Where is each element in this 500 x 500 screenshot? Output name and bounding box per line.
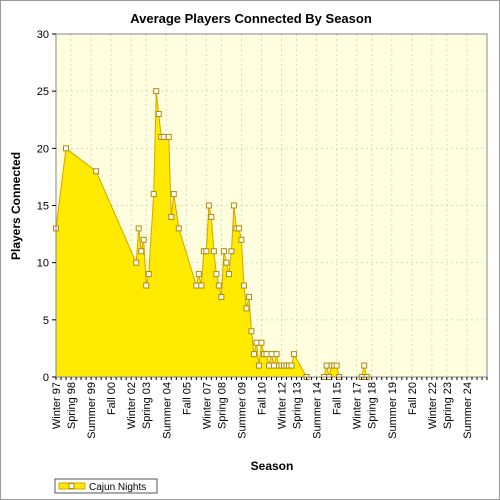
y-tick-label: 20 — [37, 143, 49, 155]
data-point — [225, 271, 232, 278]
data-point — [138, 248, 145, 255]
x-tick-label: Fall 05 — [181, 382, 193, 415]
data-point — [210, 248, 217, 255]
data-point — [271, 362, 278, 369]
legend-swatch — [58, 482, 86, 490]
y-tick-label: 10 — [37, 258, 49, 270]
data-point — [273, 351, 280, 358]
x-axis-title: Season — [251, 459, 294, 473]
data-point — [228, 248, 235, 255]
data-point — [253, 339, 260, 346]
x-tick-label: Spring 08 — [216, 382, 228, 429]
data-point — [250, 351, 257, 358]
data-point — [361, 362, 368, 369]
y-tick-label: 15 — [37, 201, 49, 213]
series-area — [56, 91, 367, 378]
data-point — [238, 236, 245, 243]
legend-label: Cajun Nights — [89, 482, 146, 493]
data-point — [93, 168, 100, 175]
x-tick-label: Winter 22 — [427, 382, 439, 429]
data-point — [333, 362, 340, 369]
data-point — [218, 293, 225, 300]
data-point — [245, 293, 252, 300]
x-tick-label: Winter 17 — [352, 382, 364, 429]
data-point — [133, 259, 140, 266]
x-tick-label: Winter 97 — [51, 382, 63, 429]
x-tick-label: Winter 02 — [126, 382, 138, 429]
y-tick-label: 5 — [43, 315, 49, 327]
data-point — [135, 225, 142, 232]
data-point — [198, 282, 205, 289]
data-point — [175, 225, 182, 232]
data-point — [243, 305, 250, 312]
x-tick-label: Spring 18 — [367, 382, 379, 429]
data-point — [265, 362, 272, 369]
x-tick-label: Spring 98 — [66, 382, 78, 429]
data-point — [268, 351, 275, 358]
data-point — [203, 248, 210, 255]
x-tick-label: Spring 03 — [141, 382, 153, 429]
data-point — [195, 271, 202, 278]
x-tick-label: Summer 09 — [236, 382, 248, 439]
data-point — [230, 202, 237, 209]
legend: Cajun Nights — [54, 478, 158, 494]
data-point — [165, 133, 172, 140]
data-point — [205, 202, 212, 209]
legend-swatch-marker — [68, 483, 75, 489]
x-tick-label: Summer 19 — [387, 382, 399, 439]
data-point — [208, 213, 215, 220]
data-point — [63, 145, 70, 152]
x-tick-label: Winter 07 — [201, 382, 213, 429]
y-axis-title: Players Connected — [9, 152, 23, 260]
x-tick-label: Summer 04 — [161, 382, 173, 439]
data-point — [215, 282, 222, 289]
data-point — [263, 351, 270, 358]
y-tick-label: 25 — [37, 86, 49, 98]
x-tick-label: Winter 12 — [277, 382, 289, 429]
data-point — [150, 191, 157, 198]
data-point — [323, 362, 330, 369]
x-tick-label: Fall 00 — [106, 382, 118, 415]
x-tick-label: Fall 15 — [332, 382, 344, 415]
x-tick-label: Fall 20 — [407, 382, 419, 415]
data-point — [145, 271, 152, 278]
y-tick-label: 30 — [37, 29, 49, 41]
data-point — [255, 362, 262, 369]
x-tick-label: Summer 14 — [312, 382, 324, 439]
data-point — [168, 213, 175, 220]
x-tick-label: Summer 99 — [86, 382, 98, 439]
data-point — [143, 282, 150, 289]
data-point — [153, 88, 160, 95]
data-point — [160, 133, 167, 140]
data-point — [220, 248, 227, 255]
x-tick-label: Summer 24 — [462, 382, 474, 439]
data-point — [248, 328, 255, 335]
data-point — [240, 282, 247, 289]
data-point — [155, 111, 162, 118]
chart-title: Average Players Connected By Season — [130, 11, 372, 26]
data-point — [291, 351, 298, 358]
x-tick-label: Fall 10 — [256, 382, 268, 415]
data-point — [140, 236, 147, 243]
data-point — [288, 362, 295, 369]
data-point — [235, 225, 242, 232]
data-point — [258, 339, 265, 346]
data-point — [223, 259, 230, 266]
data-point — [170, 191, 177, 198]
data-point — [193, 282, 200, 289]
data-point — [213, 271, 220, 278]
y-tick-label: 0 — [43, 372, 49, 384]
x-tick-label: Spring 23 — [442, 382, 454, 429]
x-tick-label: Spring 13 — [292, 382, 304, 429]
